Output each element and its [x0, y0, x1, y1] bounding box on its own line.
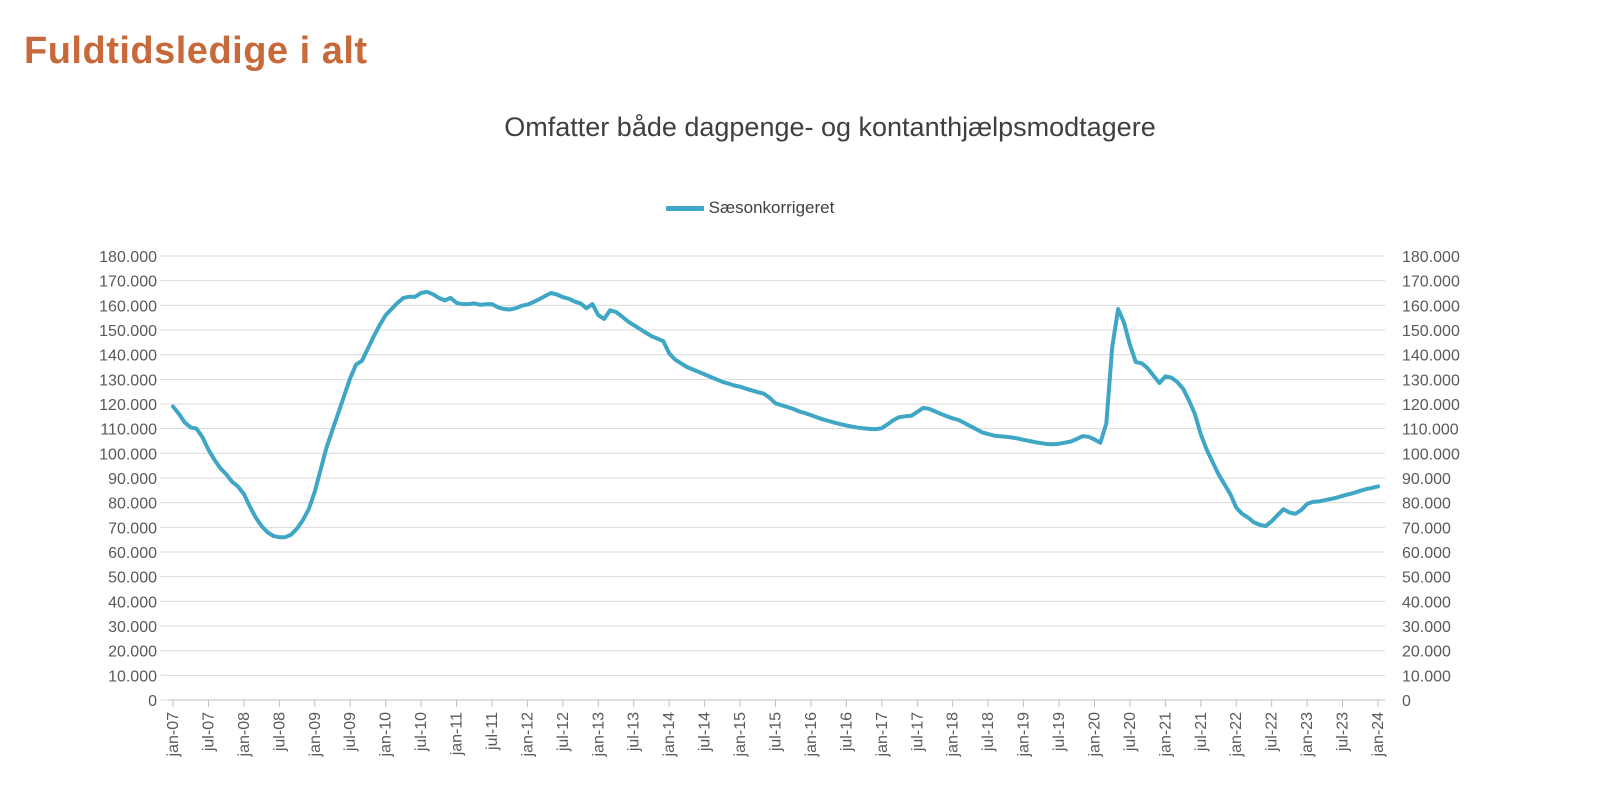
x-axis-tick-label: jul-22 [1264, 712, 1281, 752]
y-axis-tick-label-right: 140.000 [1402, 348, 1460, 365]
y-axis-tick-label-left: 90.000 [108, 471, 157, 488]
page-title: Fuldtidsledige i alt [24, 30, 368, 72]
legend-series-label: Sæsonkorrigeret [708, 198, 835, 217]
x-axis-tick-label: jan-21 [1157, 712, 1174, 758]
y-axis-tick-label-left: 30.000 [108, 619, 157, 636]
chart-title: Omfatter både dagpenge- og kontanthjælps… [504, 112, 1156, 142]
x-axis-tick-label: jan-11 [449, 712, 466, 756]
y-axis-tick-label-right: 10.000 [1402, 668, 1451, 685]
y-axis-tick-label-right: 30.000 [1402, 619, 1451, 636]
x-axis-tick-label: jan-12 [519, 712, 536, 758]
x-axis-tick-label: jan-23 [1299, 712, 1316, 758]
y-axis-tick-label-right: 70.000 [1402, 520, 1451, 537]
y-axis-tick-label-right: 0 [1402, 693, 1411, 710]
y-axis-tick-label-right: 60.000 [1402, 545, 1451, 562]
y-axis-tick-label-left: 20.000 [108, 644, 157, 661]
x-axis-tick-label: jan-13 [590, 712, 607, 758]
y-axis-tick-label-left: 50.000 [108, 570, 157, 587]
x-axis-tick-label: jan-24 [1370, 712, 1387, 758]
y-axis-tick-label-left: 80.000 [108, 496, 157, 513]
x-axis-tick-label: jan-16 [803, 712, 820, 758]
y-axis-tick-label-right: 20.000 [1402, 644, 1451, 661]
y-axis-tick-label-left: 100.000 [99, 446, 157, 463]
x-axis-tick-label: jul-13 [626, 712, 643, 752]
x-axis-tick-label: jul-15 [768, 712, 785, 752]
x-axis-tick-label: jul-07 [200, 712, 217, 752]
y-axis-tick-label-left: 40.000 [108, 594, 157, 611]
y-axis-tick-label-left: 60.000 [108, 545, 157, 562]
x-axis-tick-label: jul-08 [271, 712, 288, 752]
y-axis-tick-label-right: 120.000 [1402, 397, 1460, 414]
y-axis-tick-label-right: 150.000 [1402, 323, 1460, 340]
y-axis-tick-label-left: 150.000 [99, 323, 157, 340]
chart-legend: Sæsonkorrigeret [560, 198, 940, 218]
unemployment-series-line [171, 289, 1380, 540]
x-axis-tick-label: jul-11 [484, 712, 501, 751]
x-axis-tick-label: jul-17 [909, 712, 926, 752]
x-axis-tick-label: jan-17 [874, 712, 891, 758]
x-axis-tick-label: jan-09 [307, 712, 324, 758]
x-axis-tick-label: jan-22 [1228, 712, 1245, 758]
y-axis-tick-label-left: 10.000 [108, 668, 157, 685]
y-axis-tick-label-right: 100.000 [1402, 446, 1460, 463]
x-axis-tick-label: jul-21 [1193, 712, 1210, 752]
y-axis-tick-label-right: 40.000 [1402, 594, 1451, 611]
y-axis-tick-label-left: 120.000 [99, 397, 157, 414]
y-axis-tick-label-right: 180.000 [1402, 249, 1460, 266]
y-axis-tick-label-right: 50.000 [1402, 570, 1451, 587]
y-axis-tick-label-left: 180.000 [99, 249, 157, 266]
x-axis-tick-label: jan-18 [945, 712, 962, 758]
legend-line-marker [665, 205, 704, 211]
y-axis-tick-label-right: 110.000 [1402, 422, 1459, 439]
y-axis-tick-label-right: 90.000 [1402, 471, 1451, 488]
x-axis-tick-label: jan-20 [1086, 712, 1103, 758]
y-axis-tick-label-left: 110.000 [100, 422, 157, 439]
x-axis-tick-label: jan-07 [165, 712, 182, 758]
x-axis-tick-label: jul-10 [413, 712, 430, 752]
y-axis-tick-label-right: 130.000 [1402, 372, 1460, 389]
x-axis-tick-label: jul-09 [342, 712, 359, 752]
x-axis-tick-label: jan-15 [732, 712, 749, 758]
x-axis-tick-label: jul-12 [555, 712, 572, 752]
x-axis-tick-label: jul-20 [1122, 712, 1139, 752]
x-axis-tick-label: jan-10 [378, 712, 395, 758]
y-axis-tick-label-left: 0 [148, 693, 157, 710]
y-axis-tick-label-right: 80.000 [1402, 496, 1451, 513]
y-axis-tick-label-left: 70.000 [108, 520, 157, 537]
x-axis-tick-label: jul-14 [697, 712, 714, 752]
y-axis-tick-label-left: 170.000 [99, 274, 157, 291]
x-axis-tick-label: jul-18 [980, 712, 997, 752]
x-axis-tick-label: jan-08 [236, 712, 253, 758]
x-axis-tick-label: jan-14 [661, 712, 678, 758]
x-axis-tick-label: jul-16 [838, 712, 855, 752]
y-axis-tick-label-left: 140.000 [99, 348, 157, 365]
x-axis-tick-label: jul-23 [1335, 712, 1352, 752]
x-axis-tick-label: jan-19 [1016, 712, 1033, 758]
x-axis-tick-label: jul-19 [1051, 712, 1068, 752]
y-axis-tick-label-left: 160.000 [99, 298, 157, 315]
y-axis-tick-label-right: 160.000 [1402, 298, 1460, 315]
y-axis-tick-label-left: 130.000 [99, 372, 157, 389]
y-axis-tick-label-right: 170.000 [1402, 274, 1460, 291]
